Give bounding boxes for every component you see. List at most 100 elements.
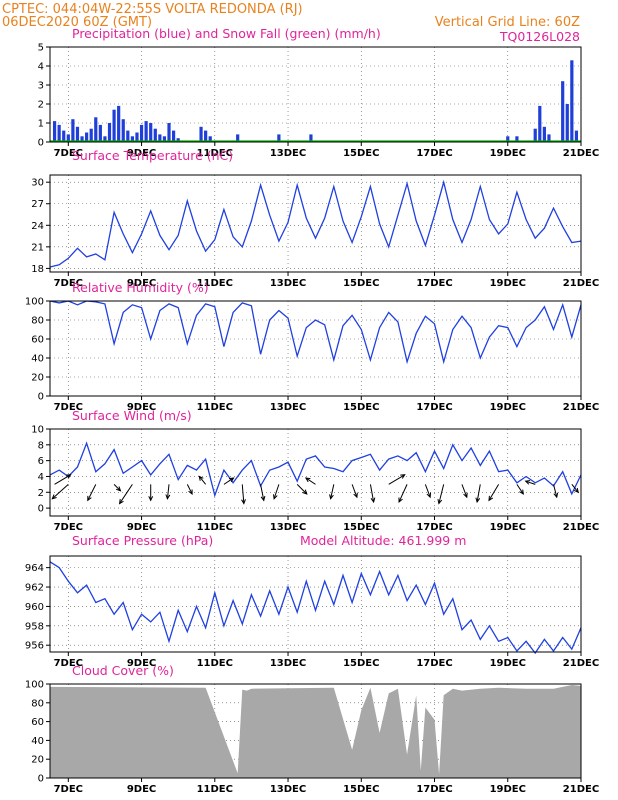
wind-arrow-head (488, 495, 494, 502)
precip-bar (130, 136, 134, 142)
wind-arrow-head (304, 477, 311, 483)
precip-bar (62, 130, 66, 142)
temperature-xtick-label: 7DEC (54, 278, 83, 289)
wind-arrow-shaft (260, 484, 265, 501)
temperature-ytick-label: 27 (31, 199, 44, 210)
wind-arrow-head (519, 489, 524, 495)
precip-bar (506, 136, 510, 142)
wind-arrow-shaft (525, 480, 536, 485)
wind-arrow-shaft (476, 484, 481, 503)
wind-arrow (304, 477, 316, 485)
pressure-xtick-label: 19DEC (490, 658, 526, 669)
wind-arrow-head (553, 492, 559, 499)
humidity-xtick-label: 15DEC (343, 402, 379, 413)
precip-bar (85, 132, 89, 142)
temperature-xtick-label: 17DEC (416, 278, 452, 289)
wind-arrow (475, 484, 481, 504)
wind-frame (49, 428, 582, 517)
precipitation-xtick-label: 7DEC (54, 148, 83, 159)
precip-bar (107, 123, 112, 142)
wind-arrow-head (87, 495, 92, 502)
precip-bar (149, 123, 153, 142)
precip-bar (126, 130, 130, 142)
wind-arrow-head (260, 495, 266, 502)
wind-arrow-shaft (119, 484, 133, 504)
pressure-xtick-label: 17DEC (416, 658, 452, 669)
precipitation-xtick-label: 19DEC (490, 148, 526, 159)
wind-arrow-shaft (571, 484, 579, 493)
wind-arrow-shaft (166, 484, 170, 499)
precip-bar (542, 126, 546, 142)
wind-arrow-shaft (424, 484, 431, 498)
precip-bar (103, 136, 107, 142)
wind-arrow (198, 475, 207, 485)
pressure-xtick-label: 11DEC (197, 658, 233, 669)
humidity-xtick-label: 17DEC (416, 402, 452, 413)
temperature-ytick-label: 18 (31, 264, 44, 275)
cloud-cover-ytick-label: 40 (31, 736, 44, 747)
wind-arrow-head (329, 494, 334, 500)
temperature-xtick-label: 19DEC (490, 278, 526, 289)
humidity-panel: Relative Humidity (%) 0 20 40 60 80 100 7DEC 9DE… (25, 280, 599, 413)
wind-ytick-label: 6 (38, 456, 44, 467)
cloud-cover-xtick-label: 21DEC (563, 784, 599, 795)
precipitation-ytick-label: 3 (38, 81, 44, 92)
humidity-xtick-label: 9DEC (127, 402, 156, 413)
wind-arrow-head (475, 497, 481, 504)
humidity-xtick-label: 11DEC (197, 402, 233, 413)
temperature-xtick-label: 11DEC (197, 278, 233, 289)
wind-arrow-head (302, 489, 308, 495)
precip-bar (158, 134, 162, 142)
humidity-ytick-label: 0 (38, 392, 44, 403)
precip-bar (574, 130, 579, 142)
precip-bar (565, 104, 569, 142)
wind-arrow-head (188, 489, 193, 495)
wind-xtick-label: 21DEC (563, 522, 599, 533)
precip-bar (538, 105, 542, 142)
wind-arrow (524, 480, 536, 485)
wind-arrow-head (463, 492, 468, 499)
pressure-panel: Surface Pressure (hPa) Model Altitude: 46… (25, 533, 599, 669)
precipitation-xtick-label: 13DEC (270, 148, 306, 159)
wind-arrow (118, 484, 133, 505)
wind-arrow (351, 484, 358, 499)
pressure-xtick-label: 9DEC (127, 658, 156, 669)
cloud-cover-panel: Cloud Cover (%) 0 20 40 60 80 100 7DEC 9DEC 11DEC… (25, 663, 599, 795)
wind-arrow-shaft (516, 484, 524, 495)
wind-xtick-label: 17DEC (416, 522, 452, 533)
humidity-xtick-label: 21DEC (563, 402, 599, 413)
wind-arrow-shaft (461, 484, 468, 498)
wind-arrow (113, 484, 122, 492)
wind-arrow-head (398, 497, 403, 504)
wind-arrow-head (370, 497, 376, 504)
precip-bar (309, 134, 313, 142)
temperature-ytick-label: 30 (31, 178, 44, 189)
cloud-cover-xtick-label: 17DEC (416, 784, 452, 795)
pressure-xtick-label: 15DEC (343, 658, 379, 669)
wind-ytick-label: 2 (38, 488, 44, 499)
precip-bar (153, 128, 157, 142)
wind-arrow (424, 484, 432, 499)
wind-arrow-shaft (388, 474, 405, 485)
wind-arrow-head (524, 480, 531, 485)
temperature-xtick-label: 9DEC (127, 278, 156, 289)
pressure-frame (49, 555, 582, 653)
wind-arrow-head (51, 494, 57, 500)
precipitation-xtick-label: 15DEC (343, 148, 379, 159)
wind-arrow (54, 474, 72, 485)
precip-bar (135, 132, 139, 142)
precip-bar (112, 109, 116, 142)
wind-arrow (260, 484, 266, 502)
wind-arrow (165, 484, 171, 500)
wind-arrow (329, 484, 335, 500)
wind-arrow (296, 484, 308, 495)
precipitation-ytick-label: 1 (38, 119, 44, 130)
cloud-cover-frame (49, 683, 582, 779)
wind-arrow (241, 484, 246, 505)
header-grid-note: Vertical Grid Line: 60Z (435, 15, 580, 30)
humidity-ytick-label: 20 (31, 373, 44, 384)
pressure-xtick-label: 7DEC (54, 658, 83, 669)
wind-xtick-label: 9DEC (127, 522, 156, 533)
wind-arrow (87, 484, 97, 502)
wind-arrow (488, 484, 500, 502)
